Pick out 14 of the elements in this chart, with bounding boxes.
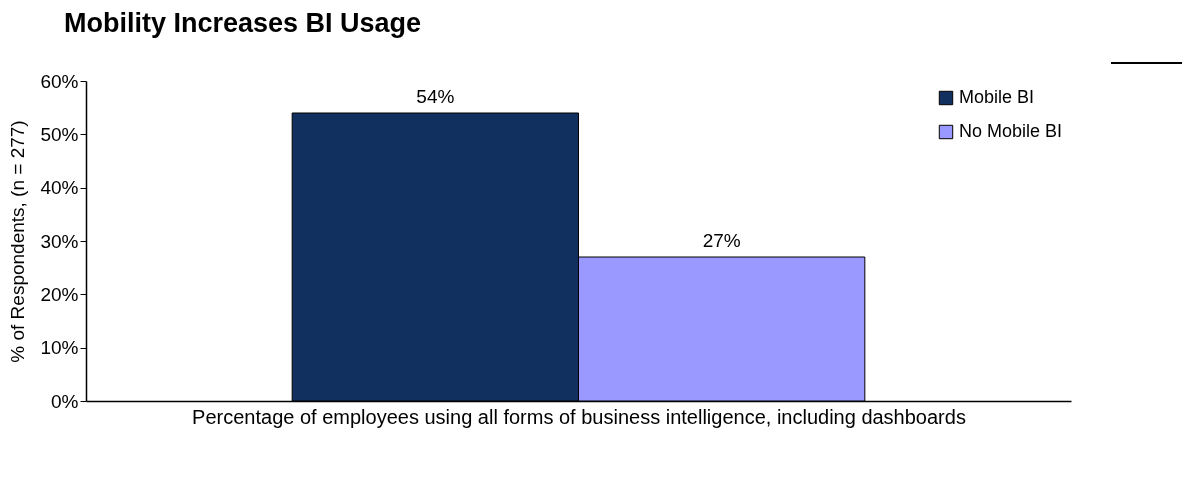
y-tick-label: 0% <box>51 390 79 412</box>
y-tick-label: 40% <box>40 177 79 199</box>
data-label: 54% <box>416 86 455 107</box>
chart-title: Mobility Increases BI Usage <box>63 8 422 38</box>
y-tick-label: 50% <box>40 123 79 145</box>
x-axis-title: Percentage of employees using all forms of business intelligence, including dashboards <box>192 405 966 428</box>
y-tick-label: 10% <box>40 337 79 359</box>
data-label: 27% <box>702 230 741 251</box>
legend-label: No Mobile BI <box>959 121 1063 141</box>
y-tick-label: 20% <box>40 283 79 305</box>
legend-label: Mobile BI <box>959 87 1035 107</box>
y-tick-label: 30% <box>40 230 79 252</box>
y-tick-label: 60% <box>40 70 79 92</box>
y-axis-title: % of Respondents, (n = 277) <box>7 120 29 363</box>
